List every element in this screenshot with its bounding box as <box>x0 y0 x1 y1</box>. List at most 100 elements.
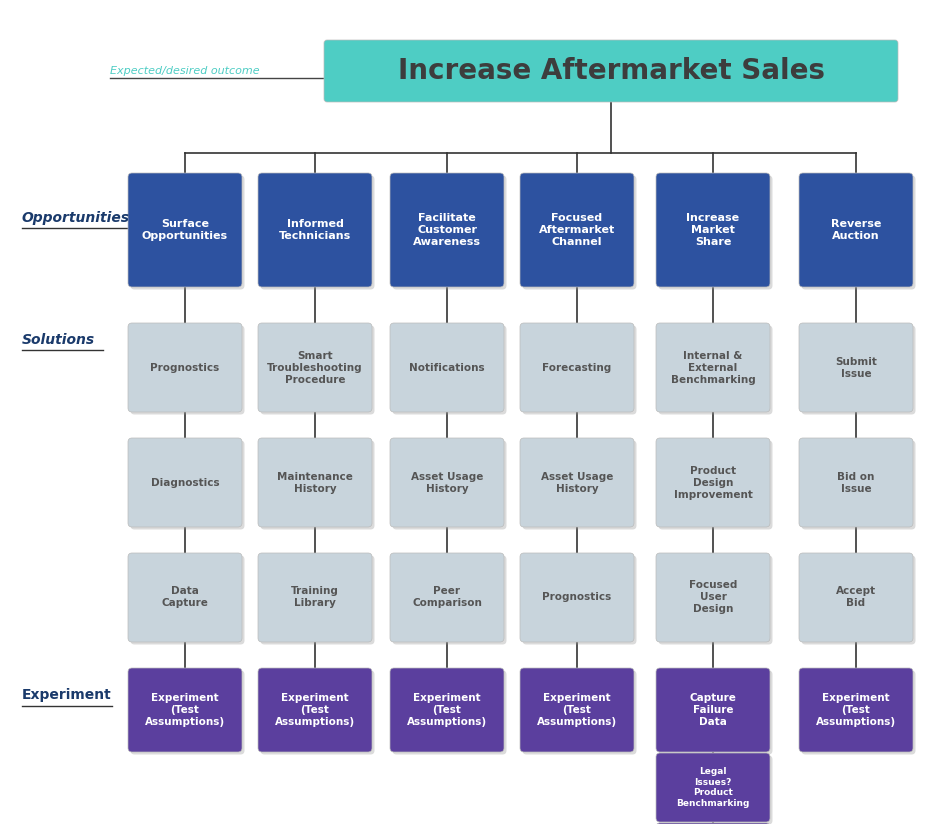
FancyBboxPatch shape <box>128 668 242 752</box>
Text: Product
Design
Improvement: Product Design Improvement <box>674 466 752 499</box>
Text: Smart
Troubleshooting
Procedure: Smart Troubleshooting Procedure <box>267 350 363 385</box>
Text: Maintenance
History: Maintenance History <box>277 471 352 494</box>
Text: Focused
User
Design: Focused User Design <box>689 580 737 615</box>
Text: Reverse
Auction: Reverse Auction <box>831 219 881 241</box>
FancyBboxPatch shape <box>258 323 372 412</box>
Text: Data
Capture: Data Capture <box>162 587 209 608</box>
FancyBboxPatch shape <box>390 668 504 752</box>
Text: Forecasting: Forecasting <box>542 363 612 372</box>
Text: Prognostics: Prognostics <box>542 592 612 602</box>
FancyBboxPatch shape <box>131 671 244 755</box>
FancyBboxPatch shape <box>656 438 770 527</box>
FancyBboxPatch shape <box>520 323 634 412</box>
FancyBboxPatch shape <box>131 325 244 414</box>
FancyBboxPatch shape <box>260 176 374 289</box>
FancyBboxPatch shape <box>393 441 507 530</box>
FancyBboxPatch shape <box>659 325 773 414</box>
FancyBboxPatch shape <box>128 323 242 412</box>
FancyBboxPatch shape <box>258 173 372 287</box>
FancyBboxPatch shape <box>656 823 770 824</box>
FancyBboxPatch shape <box>659 176 773 289</box>
Text: Experiment: Experiment <box>22 688 112 702</box>
FancyBboxPatch shape <box>520 173 634 287</box>
FancyBboxPatch shape <box>324 40 898 102</box>
FancyBboxPatch shape <box>659 441 773 530</box>
Text: Submit
Issue: Submit Issue <box>835 357 877 378</box>
FancyBboxPatch shape <box>260 671 374 755</box>
FancyBboxPatch shape <box>523 325 636 414</box>
FancyBboxPatch shape <box>802 176 916 289</box>
Text: Training
Library: Training Library <box>291 587 339 608</box>
Text: Experiment
(Test
Assumptions): Experiment (Test Assumptions) <box>537 693 617 727</box>
FancyBboxPatch shape <box>260 325 374 414</box>
Text: Peer
Comparison: Peer Comparison <box>412 587 482 608</box>
FancyBboxPatch shape <box>802 441 916 530</box>
FancyBboxPatch shape <box>128 173 242 287</box>
FancyBboxPatch shape <box>802 555 916 644</box>
FancyBboxPatch shape <box>258 553 372 642</box>
FancyBboxPatch shape <box>258 668 372 752</box>
FancyBboxPatch shape <box>131 176 244 289</box>
FancyBboxPatch shape <box>393 176 507 289</box>
FancyBboxPatch shape <box>393 325 507 414</box>
FancyBboxPatch shape <box>523 555 636 644</box>
FancyBboxPatch shape <box>802 325 916 414</box>
FancyBboxPatch shape <box>393 671 507 755</box>
Text: Opportunities: Opportunities <box>22 211 130 225</box>
FancyBboxPatch shape <box>523 176 636 289</box>
FancyBboxPatch shape <box>258 438 372 527</box>
Text: Expected/desired outcome: Expected/desired outcome <box>110 66 259 76</box>
FancyBboxPatch shape <box>656 553 770 642</box>
FancyBboxPatch shape <box>128 553 242 642</box>
Text: Solutions: Solutions <box>22 333 95 347</box>
Text: Surface
Opportunities: Surface Opportunities <box>142 219 228 241</box>
FancyBboxPatch shape <box>523 671 636 755</box>
Text: Experiment
(Test
Assumptions): Experiment (Test Assumptions) <box>274 693 355 727</box>
Text: Informed
Technicians: Informed Technicians <box>279 219 352 241</box>
FancyBboxPatch shape <box>131 555 244 644</box>
FancyBboxPatch shape <box>656 668 770 752</box>
Text: Increase Aftermarket Sales: Increase Aftermarket Sales <box>398 57 824 85</box>
Text: Experiment
(Test
Assumptions): Experiment (Test Assumptions) <box>145 693 225 727</box>
FancyBboxPatch shape <box>523 441 636 530</box>
Text: Capture
Failure
Data: Capture Failure Data <box>690 693 736 727</box>
FancyBboxPatch shape <box>260 555 374 644</box>
Text: Internal &
External
Benchmarking: Internal & External Benchmarking <box>670 350 756 385</box>
FancyBboxPatch shape <box>520 553 634 642</box>
Text: Accept
Bid: Accept Bid <box>836 587 876 608</box>
Text: Focused
Aftermarket
Channel: Focused Aftermarket Channel <box>539 213 615 247</box>
FancyBboxPatch shape <box>131 441 244 530</box>
Text: Facilitate
Customer
Awareness: Facilitate Customer Awareness <box>413 213 481 247</box>
FancyBboxPatch shape <box>802 671 916 755</box>
Text: Prognostics: Prognostics <box>150 363 220 372</box>
Text: Bid on
Issue: Bid on Issue <box>838 471 875 494</box>
Text: Notifications: Notifications <box>409 363 485 372</box>
FancyBboxPatch shape <box>390 323 504 412</box>
FancyBboxPatch shape <box>656 323 770 412</box>
FancyBboxPatch shape <box>659 756 773 824</box>
FancyBboxPatch shape <box>520 668 634 752</box>
FancyBboxPatch shape <box>656 173 770 287</box>
Text: Experiment
(Test
Assumptions): Experiment (Test Assumptions) <box>816 693 896 727</box>
FancyBboxPatch shape <box>390 553 504 642</box>
FancyBboxPatch shape <box>656 753 770 822</box>
FancyBboxPatch shape <box>520 438 634 527</box>
Text: Legal
Issues?
Product
Benchmarking: Legal Issues? Product Benchmarking <box>676 767 750 808</box>
FancyBboxPatch shape <box>659 555 773 644</box>
Text: Asset Usage
History: Asset Usage History <box>411 471 483 494</box>
FancyBboxPatch shape <box>799 173 913 287</box>
FancyBboxPatch shape <box>799 668 913 752</box>
FancyBboxPatch shape <box>659 671 773 755</box>
FancyBboxPatch shape <box>390 438 504 527</box>
Text: Diagnostics: Diagnostics <box>150 477 219 488</box>
FancyBboxPatch shape <box>390 173 504 287</box>
FancyBboxPatch shape <box>799 323 913 412</box>
Text: Asset Usage
History: Asset Usage History <box>540 471 613 494</box>
FancyBboxPatch shape <box>393 555 507 644</box>
Text: Increase
Market
Share: Increase Market Share <box>686 213 740 247</box>
FancyBboxPatch shape <box>128 438 242 527</box>
FancyBboxPatch shape <box>260 441 374 530</box>
FancyBboxPatch shape <box>799 438 913 527</box>
FancyBboxPatch shape <box>799 553 913 642</box>
Text: Experiment
(Test
Assumptions): Experiment (Test Assumptions) <box>407 693 487 727</box>
